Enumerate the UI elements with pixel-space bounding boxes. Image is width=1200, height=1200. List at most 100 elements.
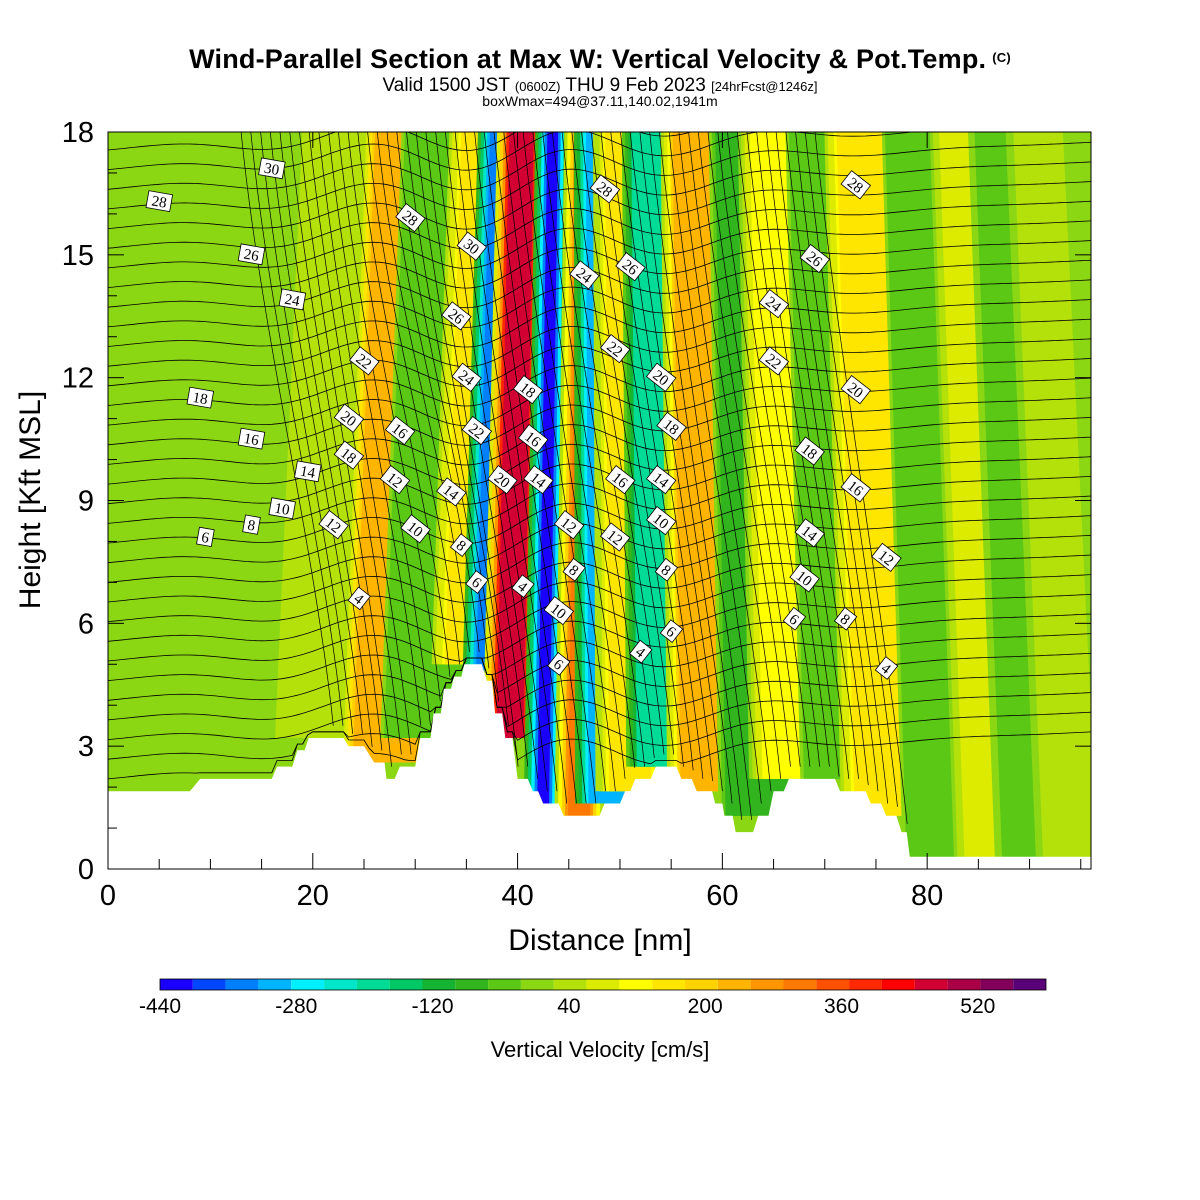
y-tick-label: 15 [62, 240, 94, 272]
isentrope-tilted [785, 132, 879, 792]
velocity-level [941, 132, 1000, 857]
contour-label-box [874, 656, 899, 680]
contour-label: 20 [333, 403, 365, 433]
velocity-level [1019, 132, 1091, 857]
colorbar-swatch [783, 979, 817, 990]
isentrope [108, 161, 1091, 210]
contour-label: 16 [384, 415, 416, 446]
contour-label-text: 30 [263, 161, 281, 179]
contour-label-box [395, 202, 426, 233]
isentrope-tilted [756, 132, 850, 779]
colorbar-frame [159, 978, 1047, 991]
contour-label-box [789, 563, 820, 593]
valid-time-line: Valid 1500 JST (0600Z) THU 9 Feb 2023 [2… [0, 75, 1200, 97]
terrain [108, 664, 1091, 869]
contour-label-box [517, 424, 549, 454]
velocity-level [168, 132, 212, 792]
contour-label: 30 [258, 157, 286, 180]
isentrope-tilted [600, 132, 694, 771]
contour-label: 8 [562, 557, 586, 582]
colorbar-swatch [586, 979, 620, 990]
contour-label: 18 [333, 440, 365, 470]
isentrope-tilted [649, 132, 743, 820]
contour-label-box [562, 557, 586, 582]
isentrope-tilted [707, 132, 801, 767]
isentrope-tilted [717, 132, 811, 767]
isentrope-tilted [552, 132, 645, 767]
contour-label: 10 [645, 505, 677, 536]
contour-label-box [347, 586, 371, 611]
copyright-mark: (C) [992, 50, 1011, 65]
contour-label: 18 [794, 436, 825, 466]
colorbar-swatch [422, 979, 456, 990]
isentrope [108, 657, 1091, 760]
contour-label-box [523, 464, 554, 495]
isentrope-tilted [542, 132, 636, 768]
contour-label: 12 [871, 542, 902, 573]
contour-label-box [145, 190, 174, 213]
contour-label-box [589, 174, 621, 204]
contour-label-text: 18 [191, 390, 209, 408]
x-tick-label: 20 [297, 880, 329, 912]
isentrope-tilted [308, 132, 402, 755]
isentrope-tilted [736, 132, 830, 767]
colorbar-swatch [685, 979, 718, 990]
x-tick-label: 0 [100, 880, 116, 912]
isentrope-tilted [454, 132, 548, 792]
contour-label: 16 [840, 473, 872, 503]
isentrope-tilted [357, 132, 451, 677]
isentrope [108, 515, 1091, 564]
y-axis-label: Height [Kft MSL] [14, 391, 47, 609]
colorbar-swatch [947, 979, 981, 990]
isentrope-tilted [727, 132, 821, 767]
isentrope [108, 554, 1091, 603]
isentrope-tilted [318, 132, 412, 755]
contour-label-box [451, 362, 482, 392]
x-tick-label: 80 [911, 880, 943, 912]
colorbar-swatch [980, 979, 1014, 990]
isentrope [108, 318, 1091, 368]
valid-prefix: Valid 1500 JST [382, 75, 510, 96]
contour-label-box [258, 157, 286, 180]
contour-label: 28 [145, 190, 174, 213]
velocity-band [155, 132, 224, 792]
contour-label-box [615, 252, 646, 282]
colorbar-tick-label: -280 [275, 995, 317, 1018]
isentrope-tilted [629, 132, 723, 792]
contour-label: 28 [840, 170, 872, 200]
x-tick-label: 60 [706, 880, 738, 912]
isentrope-tilted [376, 132, 470, 653]
contour-label-box [758, 346, 790, 376]
contour-label: 8 [654, 557, 679, 582]
contour-label-box [758, 288, 790, 319]
valid-utc: (0600Z) [514, 79, 561, 94]
contour-label-box [487, 464, 518, 495]
isentrope [108, 377, 1091, 427]
contour-label-box [186, 386, 215, 409]
contour-label: 4 [347, 586, 371, 611]
isentrope-tilted [338, 132, 431, 726]
isentrope-tilted [445, 132, 538, 779]
contour-label-box [645, 505, 677, 536]
contour-label: 6 [782, 606, 807, 631]
contour-label-box [384, 415, 416, 446]
isentrope [108, 436, 1091, 486]
contour-label-box [333, 440, 365, 470]
colorbar-swatch [356, 979, 390, 990]
colorbar-swatch [160, 979, 193, 990]
x-tick-label: 40 [501, 880, 533, 912]
contour-label-box [569, 260, 600, 290]
contour-labels: 30 28 26 24 22 20 18 16 18 16 14 12 10 8 6 12 10 4 28 30 26 2… [145, 157, 902, 680]
isentrope [108, 358, 1091, 407]
contour-label: 26 [615, 252, 646, 282]
isentrope [108, 657, 1091, 721]
isentrope-tilted [328, 132, 422, 726]
contour-label-box [794, 518, 825, 548]
contour-label: 18 [656, 411, 687, 442]
isentrope [108, 495, 1091, 545]
colorbar: -440 -280 -120 40 200 360 520 [139, 978, 1047, 1018]
contour-label: 12 [599, 522, 631, 552]
contour-label-box [833, 606, 858, 631]
velocity-level [281, 132, 365, 738]
isentrope-tilted [678, 132, 772, 792]
